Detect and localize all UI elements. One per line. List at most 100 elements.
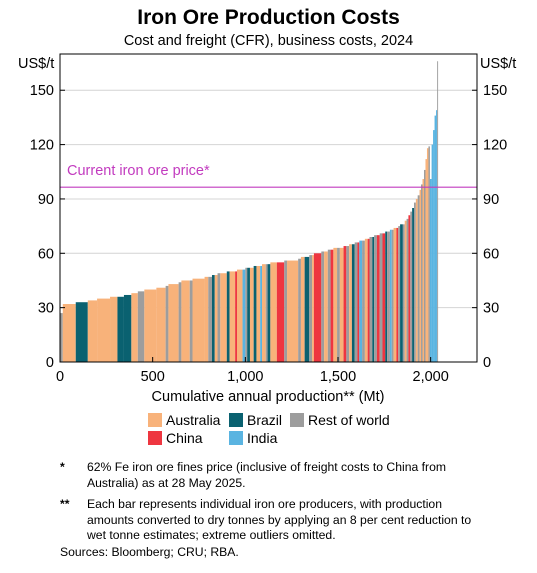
cost-bar <box>434 115 437 362</box>
cost-bar <box>220 273 227 362</box>
cost-bar <box>408 215 411 362</box>
cost-bar <box>385 231 388 362</box>
legend-item-rest-of-world: Rest of world <box>290 412 390 428</box>
cost-bar <box>413 202 416 362</box>
cost-bar <box>391 229 394 362</box>
cost-bar <box>337 247 340 362</box>
cost-bar <box>376 235 380 362</box>
cost-bar <box>428 146 430 362</box>
x-tick-label: 1,500 <box>320 369 356 385</box>
cost-bar <box>398 226 401 362</box>
cost-bar <box>339 247 344 362</box>
cost-bar <box>123 294 132 362</box>
legend-label-china: China <box>166 430 203 446</box>
cost-bar <box>396 227 399 362</box>
y-tick-label-left: 150 <box>30 83 54 99</box>
cost-bar <box>312 255 314 362</box>
legend-swatch-india <box>229 431 243 445</box>
cost-bar <box>110 296 118 362</box>
axes <box>59 53 478 363</box>
cost-bar <box>131 293 138 362</box>
cost-bar <box>260 265 263 362</box>
cost-bar <box>137 291 145 362</box>
legend-label-rest-of-world: Rest of world <box>308 412 390 428</box>
cost-bar <box>189 280 193 362</box>
cost-bar <box>382 233 386 362</box>
cost-bar <box>253 265 257 362</box>
legend-swatch-brazil <box>229 413 243 427</box>
cost-bar <box>75 302 88 362</box>
footnote-bars: ** Each bar represents individual iron o… <box>60 497 480 544</box>
x-tick-label: 1,000 <box>227 369 263 385</box>
cost-bar <box>181 280 190 362</box>
legend-item-india: India <box>229 430 277 446</box>
cost-bar <box>343 246 347 362</box>
cost-bar <box>300 256 305 362</box>
cost-bar <box>144 289 157 362</box>
cost-bar <box>367 238 370 362</box>
cost-bar <box>242 269 246 362</box>
cost-bar <box>372 236 375 362</box>
cost-bar <box>270 262 277 362</box>
cost-bar <box>267 264 271 362</box>
cost-bar <box>208 276 212 362</box>
legend-label-india: India <box>247 430 278 446</box>
cost-bar <box>309 255 313 362</box>
cost-bar <box>400 224 403 362</box>
cost-bar <box>346 246 350 362</box>
y-tick-label-right: 60 <box>483 246 499 262</box>
legend-item-brazil: Brazil <box>229 412 282 428</box>
cost-bar <box>402 224 405 362</box>
cost-bar <box>304 256 310 362</box>
cost-bar <box>217 273 221 362</box>
cost-bar <box>330 249 334 362</box>
legend-swatch-china <box>148 431 162 445</box>
chart-title: Iron Ore Production Costs <box>137 6 400 29</box>
y-tick-label-right: 120 <box>483 138 507 154</box>
cost-bar <box>369 236 373 362</box>
cost-bar <box>97 298 111 362</box>
cost-bar <box>415 198 418 362</box>
cost-bar <box>374 235 377 362</box>
cost-bar <box>327 249 331 362</box>
cost-bar <box>354 242 358 362</box>
cost-bar <box>379 233 383 362</box>
cost-bar <box>433 130 435 362</box>
cost-bar <box>431 144 434 362</box>
y-tick-label-left: 30 <box>38 301 54 317</box>
legend-swatch-australia <box>148 413 162 427</box>
x-tick-label: 2,000 <box>413 369 449 385</box>
cost-bar <box>425 159 427 362</box>
y-axis-label-right: US$/t <box>480 56 516 72</box>
cost-bar <box>387 231 390 362</box>
reference-price-label: Current iron ore price* <box>67 163 210 179</box>
y-tick-label-left: 0 <box>46 355 54 371</box>
cost-bar <box>229 271 236 362</box>
cost-bar <box>87 300 98 362</box>
cost-bar <box>265 264 268 362</box>
y-tick-label-right: 30 <box>483 301 499 317</box>
cost-bar <box>364 238 368 362</box>
cost-bar <box>276 262 285 362</box>
legend-label-australia: Australia <box>166 412 221 428</box>
cost-bar <box>60 313 63 362</box>
cost-bar <box>62 304 76 362</box>
x-tick-label: 0 <box>56 369 64 385</box>
footnote-marker: * <box>60 460 65 474</box>
y-tick-label-right: 150 <box>483 83 507 99</box>
y-axis-label-left: US$/t <box>18 56 54 72</box>
cost-bar <box>437 61 439 362</box>
cost-bar <box>287 260 299 362</box>
cost-bar <box>226 271 230 362</box>
y-tick-label-left: 120 <box>30 138 54 154</box>
cost-bar <box>211 275 215 362</box>
legend-item-china: China <box>148 430 203 446</box>
cost-bar <box>359 240 363 362</box>
cost-bar <box>168 284 179 362</box>
cost-bar <box>426 148 429 362</box>
y-tick-label-right: 90 <box>483 192 499 208</box>
footnote-text: Each bar represents individual iron ore … <box>87 497 472 542</box>
cost-bar <box>362 240 365 362</box>
